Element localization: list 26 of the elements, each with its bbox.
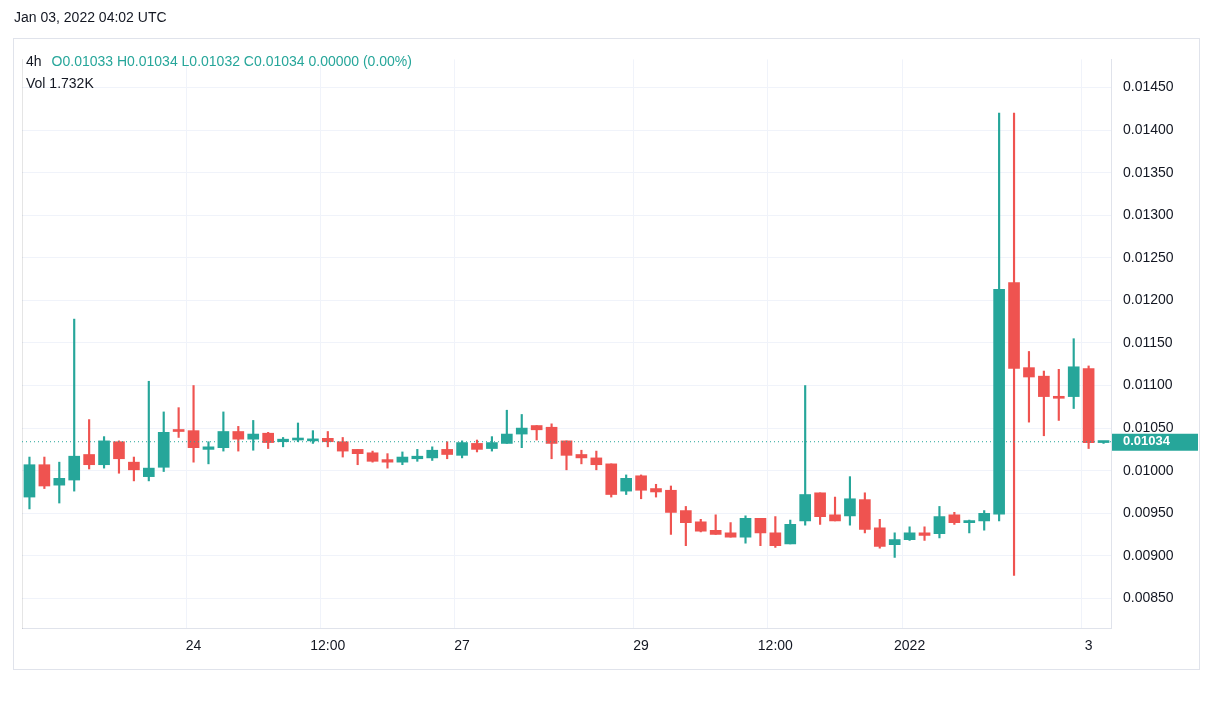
y-tick-label: 0.01000: [1123, 461, 1174, 478]
x-tick-label: 12:00: [757, 637, 794, 654]
chart-title: 4h: [26, 53, 42, 69]
ref-line-label: 0.01034: [1123, 433, 1171, 449]
x-tick-label: 24: [185, 637, 202, 654]
y-tick-label: 0.01250: [1123, 248, 1174, 265]
x-tick-label: 2022: [894, 637, 926, 654]
y-tick-label: 0.00850: [1123, 589, 1174, 606]
text: Jan 03, 2022 04:02 UTC: [14, 9, 167, 25]
y-tick-label: 0.01400: [1123, 120, 1174, 137]
y-tick-label: 0.00900: [1123, 546, 1174, 563]
y-tick-label: 0.01150: [1123, 333, 1173, 350]
y-tick-label: 0.01100: [1123, 376, 1173, 393]
chart-subtitle: O0.01033 H0.01034 L0.01032 C0.01034 0.00000 (0.00%): [51, 53, 412, 69]
candlestick: [187, 385, 200, 463]
y-tick-label: 0.01300: [1123, 206, 1174, 223]
y-tick-label: 0.01200: [1123, 291, 1174, 308]
x-tick-label: 27: [454, 637, 471, 654]
x-tick-label: 29: [633, 637, 650, 654]
y-tick-label: 0.01450: [1123, 78, 1174, 95]
y-tick-label: 0.01350: [1123, 163, 1174, 180]
x-tick-label: 12:00: [310, 637, 346, 654]
y-tick-label: 0.00950: [1123, 504, 1174, 521]
annotation: Vol 1.732K: [26, 75, 94, 91]
y-tick-label: 0.01050: [1123, 418, 1174, 435]
x-tick-label: 3: [1084, 637, 1093, 654]
